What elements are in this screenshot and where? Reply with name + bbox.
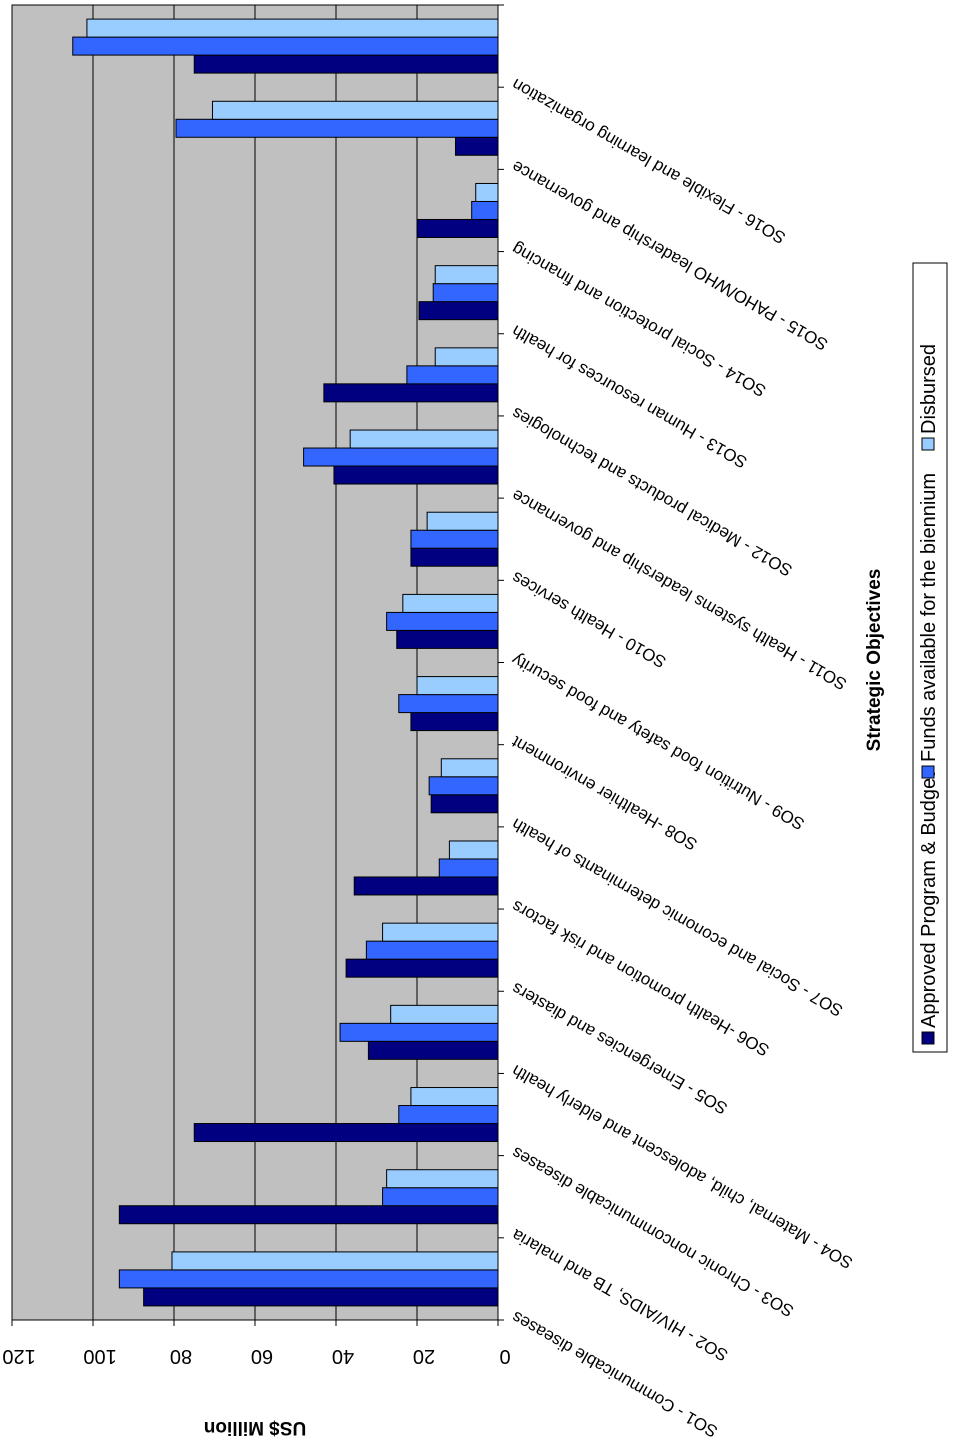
bar-3-7 [440, 758, 499, 778]
bar-2-8 [398, 694, 499, 714]
bar-1-15 [454, 136, 499, 156]
bar-2-5 [365, 940, 499, 960]
bar-1-1 [143, 1287, 499, 1307]
legend-label: Approved Program & Budget [918, 772, 940, 1028]
bar-1-10 [410, 547, 499, 567]
bar-3-8 [416, 676, 499, 696]
bar-1-16 [193, 54, 499, 74]
bar-3-13 [434, 265, 499, 285]
category-label: SO15 - PAHO/WHO leadership and governanc… [509, 157, 832, 354]
category-label: SO16 - Flexible and learning organizatio… [509, 75, 789, 248]
category-label: SO14 - Social protection and financing [509, 239, 770, 401]
legend-label: Funds available for the biennium [918, 473, 940, 762]
bar-1-3 [193, 1123, 499, 1143]
bar-1-7 [430, 794, 499, 814]
bar-2-14 [471, 200, 499, 220]
bar-2-3 [398, 1105, 499, 1125]
bar-2-10 [410, 529, 499, 549]
bar-2-15 [175, 118, 499, 138]
y-tick-label: 40 [332, 1345, 354, 1367]
bar-1-5 [345, 958, 499, 978]
y-tick-label: 60 [251, 1345, 273, 1367]
bar-3-6 [448, 840, 499, 860]
bar-3-3 [410, 1087, 499, 1107]
bar-3-14 [475, 182, 499, 202]
bar-3-5 [382, 922, 499, 942]
legend-swatch [921, 765, 935, 779]
bar-3-10 [426, 511, 499, 531]
category-label: SO12 - Medical products and technologies [509, 403, 796, 580]
category-label: SO9 - Nutrition food safety and food sec… [508, 650, 808, 834]
bar-3-4 [390, 1004, 499, 1024]
y-axis-title: US$ Million [204, 1417, 306, 1438]
y-tick-label: 80 [170, 1345, 192, 1367]
x-axis-title: Strategic Objectives [864, 569, 885, 752]
category-label: SO10 - Health services [509, 568, 670, 672]
bar-1-4 [367, 1040, 499, 1060]
bar-2-9 [386, 611, 499, 631]
bar-1-13 [418, 301, 499, 321]
bar-2-4 [339, 1022, 499, 1042]
legend-swatch [921, 1031, 935, 1045]
bar-2-16 [72, 36, 499, 56]
bar-2-11 [303, 447, 499, 467]
bar-1-8 [410, 712, 499, 732]
y-tick-label: 0 [499, 1345, 510, 1367]
bar-2-2 [382, 1187, 499, 1207]
y-tick-label: 20 [413, 1345, 435, 1367]
legend-swatch [921, 437, 935, 451]
bar-2-6 [438, 858, 499, 878]
bar-3-2 [386, 1169, 499, 1189]
bar-2-7 [428, 776, 499, 796]
bar-3-9 [402, 593, 499, 613]
bar-1-14 [416, 218, 499, 238]
bar-2-1 [118, 1269, 499, 1289]
bar-3-12 [434, 347, 499, 367]
category-label: SO13 - Human resources for health [509, 321, 751, 472]
legend [912, 262, 948, 1053]
bar-1-2 [118, 1205, 499, 1225]
bar-3-11 [349, 429, 499, 449]
bar-1-12 [323, 383, 499, 403]
category-label: SO3 - Chronic noncommunicable diseases [509, 1143, 798, 1321]
bar-3-16 [86, 18, 499, 38]
bar-3-1 [171, 1251, 499, 1271]
category-label: SO6 -Health promotion and risk factors [509, 897, 773, 1060]
bar-3-15 [211, 100, 499, 120]
legend-items: Approved Program & Budget Funds available… [918, 344, 940, 1045]
bar-1-11 [333, 465, 499, 485]
bar-1-9 [396, 629, 499, 649]
bar-1-6 [353, 876, 499, 896]
y-tick-label: 100 [83, 1345, 116, 1367]
legend-label: Disbursed [918, 344, 940, 434]
bar-2-12 [406, 365, 499, 385]
bar-2-13 [432, 283, 499, 303]
y-tick-label: 120 [2, 1345, 35, 1367]
